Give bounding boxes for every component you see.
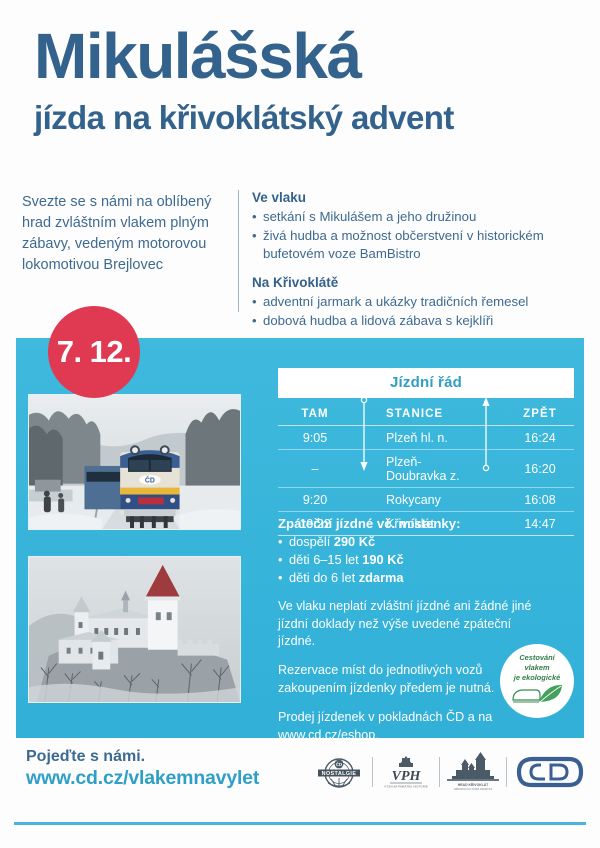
- headline-sub: jízda na křivoklátský advent: [34, 99, 454, 136]
- svg-text:VPH: VPH: [392, 769, 422, 784]
- fare-value: 290 Kč: [333, 534, 376, 549]
- cell-departure-time: –: [278, 449, 352, 488]
- eco-train-leaf-icon: [512, 685, 562, 703]
- cell-return-time: 16:20: [506, 449, 574, 488]
- fare-label: dospělí: [289, 534, 334, 549]
- arrow-cell-outbound: [352, 487, 382, 512]
- vertical-divider: [238, 190, 239, 312]
- cd-logo-icon: [516, 756, 584, 788]
- fare-note: Ve vlaku neplatí zvláštní jízdné ani žád…: [278, 598, 532, 649]
- table-row: – Plzeň-Doubravka z. 16:20: [278, 449, 574, 488]
- section-title-na-krivoklate: Na Křivoklátě: [252, 275, 339, 291]
- intro-paragraph: Svezte se s námi na oblíbený hrad zvlášt…: [22, 194, 212, 274]
- eco-badge: Cestování vlakem je ekologické: [500, 644, 574, 718]
- bottom-accent-rule: [14, 822, 586, 825]
- footer-text: Pojeďte s námi. www.cd.cz/vlakemnavylet: [26, 748, 259, 790]
- column-header-zpet: ZPĚT: [506, 404, 574, 426]
- castle-photo-graphic: [29, 557, 240, 702]
- section-list-na-krivoklate: adventní jarmark a ukázky tradičních řem…: [252, 293, 587, 330]
- table-row: 9:20 Rokycany 16:08: [278, 487, 574, 512]
- cell-return-time: 16:08: [506, 487, 574, 512]
- ticket-sales-note: Prodej jízdenek v pokladnách ČD a na www…: [278, 710, 493, 742]
- fare-label: děti 6–15 let: [289, 551, 363, 567]
- krivoklat-castle-photo: [28, 556, 241, 703]
- list-item: živá hudba a možnost občerstvení v histo…: [252, 227, 587, 263]
- arrow-cell-return: [476, 449, 506, 488]
- hrad-krivoklat-logo-icon: HRAD KŘIVOKLÁT NÁRODNÍ KULTURNÍ PAMÁTKA: [447, 752, 499, 791]
- partner-logos: ČD NOSTALGIE VPH VÝZKUM PAM: [306, 750, 591, 794]
- headline-main: Mikulášská: [34, 20, 362, 92]
- cell-departure-time: 9:05: [278, 425, 352, 450]
- logo-divider: [372, 757, 373, 787]
- locomotive-winter-photo: ČD: [28, 394, 241, 530]
- list-item: setkání s Mikulášem a jeho družinou: [252, 208, 587, 226]
- column-header-spacer-left: [352, 404, 382, 426]
- arrow-cell-return: [476, 511, 506, 536]
- logo-divider: [439, 757, 440, 787]
- date-badge-label: 7. 12.: [56, 334, 132, 369]
- cell-station-name: Plzeň hl. n.: [382, 425, 476, 450]
- cell-departure-time: 10:22: [278, 511, 352, 536]
- section-title-ve-vlaku: Ve vlaku: [252, 190, 307, 205]
- cell-departure-time: 9:20: [278, 487, 352, 512]
- fare-value: zdarma: [358, 569, 404, 585]
- fare-title: Zpáteční jízdné vč. místenky:: [278, 516, 461, 531]
- logo-divider: [506, 757, 507, 787]
- vph-logo-icon: VPH VÝZKUM PAMÁTEK HISTORIE: [384, 756, 428, 789]
- fare-list: dospělí 290 Kč děti 6–15 let 190 Kč děti…: [278, 533, 578, 587]
- svg-text:ČD: ČD: [336, 762, 342, 767]
- fare-label: děti do 6 let: [289, 569, 359, 585]
- footer-tagline: Pojeďte s námi.: [26, 748, 146, 765]
- arrow-cell-return: [476, 425, 506, 450]
- svg-text:HRAD KŘIVOKLÁT: HRAD KŘIVOKLÁT: [458, 782, 489, 787]
- timetable-header-row: TAM STANICE ZPĚT: [278, 404, 574, 426]
- cell-station-name: Rokycany: [382, 487, 476, 512]
- reservation-note: Rezervace míst do jednotlivých vozů zako…: [278, 663, 495, 696]
- list-item: dobová hudba a lidová zábava s kejklíři: [252, 312, 587, 330]
- program-sections: Ve vlaku setkání s Mikulášem a jeho druž…: [252, 190, 587, 331]
- date-badge: 7. 12.: [48, 306, 140, 398]
- cd-nostalgie-logo[interactable]: ČD NOSTALGIE: [306, 750, 372, 794]
- footer-url[interactable]: www.cd.cz/vlakemnavylet: [26, 767, 260, 789]
- fare-info: Zpáteční jízdné vč. místenky: dospělí 29…: [278, 516, 578, 745]
- svg-text:NÁRODNÍ KULTURNÍ PAMÁTKA: NÁRODNÍ KULTURNÍ PAMÁTKA: [454, 787, 493, 791]
- eco-badge-line2: vlakem: [524, 662, 550, 672]
- locomotive-photo-graphic: ČD: [29, 395, 240, 529]
- cell-return-time: 16:24: [506, 425, 574, 450]
- arrow-cell-outbound: [352, 425, 382, 450]
- cd-nostalgie-logo-icon: ČD NOSTALGIE: [318, 758, 360, 788]
- column-header-spacer-right: [476, 404, 506, 426]
- cd-logo[interactable]: [507, 750, 591, 794]
- arrow-cell-outbound: [352, 449, 382, 488]
- list-item: adventní jarmark a ukázky tradičních řem…: [252, 293, 587, 311]
- poster-headline: Mikulášská jízda na křivoklátský advent: [34, 24, 574, 136]
- arrow-cell-return: [476, 487, 506, 512]
- timetable-title: Jízdní řád: [278, 368, 574, 398]
- svg-text:ČD: ČD: [145, 476, 155, 485]
- vph-logo[interactable]: VPH VÝZKUM PAMÁTEK HISTORIE: [373, 750, 439, 794]
- svg-text:NOSTALGIE: NOSTALGIE: [322, 771, 357, 777]
- list-item: děti 6–15 let 190 Kč: [278, 551, 578, 569]
- fare-value: 190 Kč: [362, 551, 404, 567]
- column-header-stanice: STANICE: [382, 404, 476, 426]
- list-item: děti do 6 let zdarma: [278, 569, 578, 587]
- svg-text:VÝZKUM PAMÁTEK HISTORIE: VÝZKUM PAMÁTEK HISTORIE: [384, 785, 428, 789]
- column-header-tam: TAM: [278, 404, 352, 426]
- section-list-ve-vlaku: setkání s Mikulášem a jeho družinou živá…: [252, 208, 587, 262]
- hrad-krivoklat-logo[interactable]: HRAD KŘIVOKLÁT NÁRODNÍ KULTURNÍ PAMÁTKA: [440, 750, 506, 794]
- timetable: Jízdní řád TAM STANICE ZPĚT 9:05 Plzeň h…: [278, 368, 574, 536]
- eco-badge-line3: je ekologické: [513, 672, 561, 682]
- table-row: 9:05 Plzeň hl. n. 16:24: [278, 425, 574, 450]
- list-item: dospělí 290 Kč: [278, 533, 578, 551]
- cell-station-name: Plzeň-Doubravka z.: [382, 449, 476, 488]
- eco-badge-line1: Cestování: [519, 653, 555, 662]
